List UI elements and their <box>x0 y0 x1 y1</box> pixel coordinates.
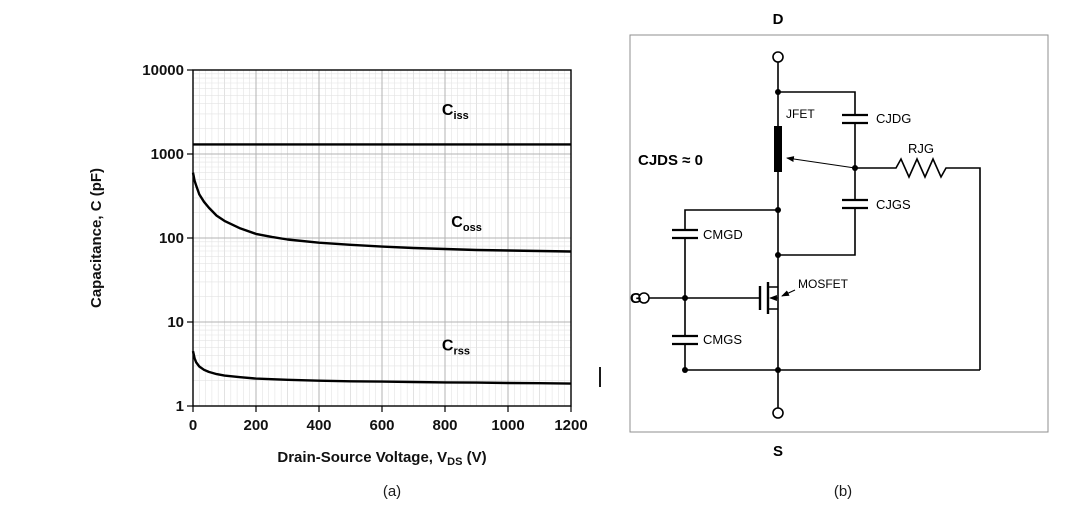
terminal-s-label: S <box>773 443 783 460</box>
capacitance-chart: 0 200 400 600 800 1000 1200 1 10 100 1000 10000 Capa… <box>88 62 588 468</box>
resistor-rjg <box>855 157 981 370</box>
y-tick-label: 10000 <box>142 62 184 79</box>
cmgs-label: CMGS <box>703 332 742 347</box>
series-label-Ciss: Ciss <box>442 102 469 122</box>
mosfet-equivalent-circuit-diagram: D G S CJDS ≈ 0 JFET MOSFET CJDG CJGS RJG… <box>629 11 1049 460</box>
x-tick-label: 200 <box>243 417 268 434</box>
series-Coss <box>191 172 572 253</box>
y-tick-label: 1 <box>176 398 184 415</box>
cjgs-branch <box>778 168 856 256</box>
y-tick-label: 10 <box>167 314 184 331</box>
caption-b: (b) <box>833 483 853 500</box>
junction-dots <box>682 89 858 373</box>
caption-a: (a) <box>382 483 402 500</box>
cmgd-label: CMGD <box>703 227 743 242</box>
series-Crss <box>191 350 572 385</box>
mosfet-stubs <box>768 286 778 310</box>
grid-lines <box>193 70 571 406</box>
capacitor-cmgs <box>672 334 698 346</box>
jfet-channel-bar <box>774 126 782 172</box>
series-label-Coss: Coss <box>451 214 482 234</box>
x-tick-label: 800 <box>432 417 457 434</box>
terminal-d-node <box>772 51 784 63</box>
terminal-s-node <box>772 407 784 419</box>
capacitor-cmgd <box>672 228 698 240</box>
y-tick-label: 1000 <box>151 146 184 163</box>
y-tick-label: 100 <box>159 230 184 247</box>
equivalent-circuit-panel: D G S CJDS ≈ 0 JFET MOSFET CJDG CJGS RJG… <box>628 8 1058 468</box>
terminal-d-label: D <box>773 11 784 28</box>
x-tick-label: 600 <box>369 417 394 434</box>
capacitance-chart-panel: 0 200 400 600 800 1000 1200 1 10 100 1000 10000 Capa… <box>85 38 605 483</box>
circuit-wires <box>649 62 981 408</box>
jfet-symbol <box>774 126 856 172</box>
terminal-g-label: G <box>630 290 642 307</box>
x-tick-label: 1200 <box>554 417 587 434</box>
capacitor-cjgs <box>842 198 868 210</box>
series-label-Crss: Crss <box>442 337 470 357</box>
capacitor-cjdg <box>842 113 868 125</box>
cjgs-label: CJGS <box>876 197 911 212</box>
x-axis-title: Drain-Source Voltage, VDS (V) <box>277 449 486 468</box>
x-tick-label: 1000 <box>491 417 524 434</box>
cjdg-label: CJDG <box>876 111 911 126</box>
terminal-g-node <box>638 292 650 304</box>
mosfet-label: MOSFET <box>798 277 849 291</box>
stray-cursor-mark <box>599 367 601 387</box>
rjg-label: RJG <box>908 141 934 156</box>
mosfet-label-leader-arrow <box>781 289 796 297</box>
circuit-border <box>629 34 1049 433</box>
cmgd-branch <box>684 209 778 298</box>
mosfet-symbol <box>758 282 796 314</box>
cjdg-branch <box>778 91 856 168</box>
x-tick-label: 400 <box>306 417 331 434</box>
cjds-note-label: CJDS ≈ 0 <box>638 152 703 169</box>
jfet-gate-arrow <box>786 156 856 169</box>
jfet-label: JFET <box>786 107 815 121</box>
y-axis-title: Capacitance, C (pF) <box>88 168 105 308</box>
x-tick-label: 0 <box>189 417 197 434</box>
